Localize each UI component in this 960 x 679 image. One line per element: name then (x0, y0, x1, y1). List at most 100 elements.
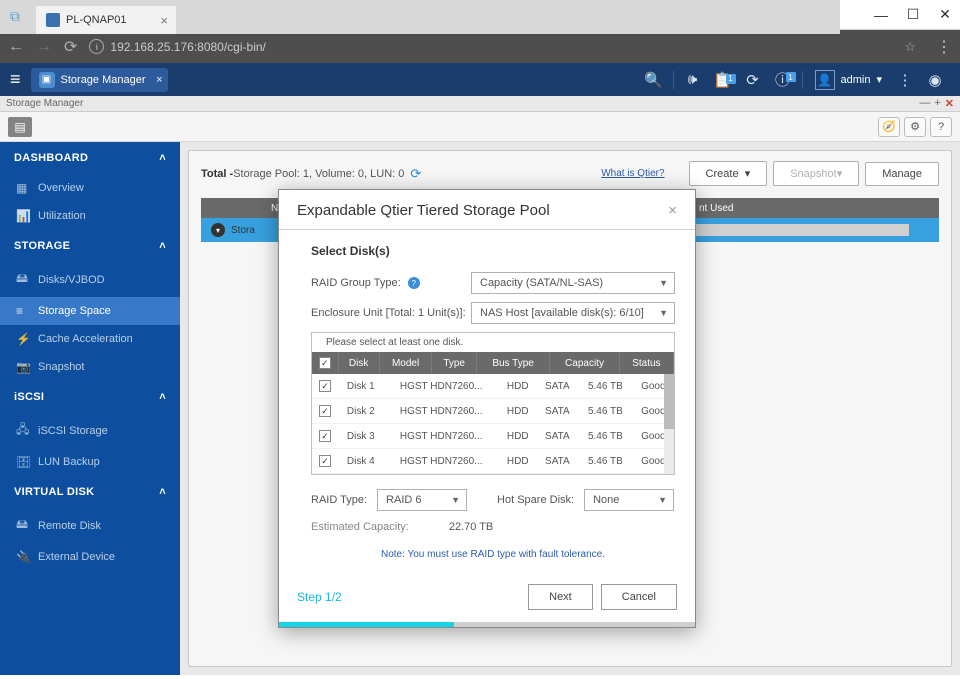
sidebar-item-lun-backup[interactable]: 🗄LUN Backup (0, 448, 180, 476)
dropdown-arrow-icon: ▼ (658, 495, 667, 505)
devices-icon[interactable]: ⟳ (738, 71, 768, 89)
est-label: Estimated Capacity: (311, 521, 409, 533)
sidebar-item-snapshot[interactable]: 📷Snapshot (0, 353, 180, 381)
disk-checkbox[interactable]: ✓ (319, 380, 331, 392)
browser-address-field[interactable]: i 192.168.25.176:8080/cgi-bin/ (89, 39, 892, 54)
est-value: 22.70 TB (449, 521, 493, 533)
main-menu-icon[interactable]: ≡ (10, 69, 21, 90)
disk-row[interactable]: ✓Disk 1HGST HDN7260...HDDSATA5.46 TBGood (312, 374, 674, 399)
modal-header: Expandable Qtier Tiered Storage Pool × (279, 190, 695, 230)
raid-type-select[interactable]: RAID 6 ▼ (377, 489, 467, 511)
sidebar-item-remote-disk[interactable]: 🖴Remote Disk (0, 508, 180, 543)
col-type: Type (432, 352, 477, 374)
volume-icon[interactable]: 🕪 (678, 71, 708, 88)
lun-icon: 🗄 (16, 455, 30, 469)
snapshot-button[interactable]: Snapshot▾ (773, 161, 859, 186)
notifications-icon[interactable]: ⓘ1 (768, 69, 798, 90)
sidebar-section-dashboard[interactable]: DASHBOARD ˄ (0, 142, 180, 174)
tab-close-icon[interactable]: × (160, 13, 168, 28)
col-used: nt Used (689, 203, 939, 214)
disk-capacity: 5.46 TB (578, 399, 633, 424)
manage-button[interactable]: Manage (865, 162, 939, 186)
sidebar-item-iscsi-storage[interactable]: 🖧iSCSI Storage (0, 413, 180, 448)
app-tab-storage-manager[interactable]: ▣ Storage Manager × (31, 68, 168, 92)
disk-row[interactable]: ✓Disk 3HGST HDN7260...HDDSATA5.46 TBGood (312, 424, 674, 449)
select-value: None (593, 494, 619, 506)
sidebar-item-utilization[interactable]: 📊Utilization (0, 202, 180, 230)
disk-row[interactable]: ✓Disk 2HGST HDN7260...HDDSATA5.46 TBGood (312, 399, 674, 424)
sidebar-section-iscsi[interactable]: iSCSI ˄ (0, 381, 180, 413)
disk-checkbox[interactable]: ✓ (319, 405, 331, 417)
browser-forward-button[interactable]: → (36, 38, 52, 56)
hot-spare-select[interactable]: None ▼ (584, 489, 674, 511)
scrollbar-track[interactable] (664, 374, 674, 474)
qtier-help-link[interactable]: What is Qtier? (601, 168, 664, 179)
enclosure-select[interactable]: NAS Host [available disk(s): 6/10] ▼ (471, 302, 675, 324)
chevron-up-icon: ˄ (159, 152, 166, 164)
create-button[interactable]: Create ▾ (689, 161, 768, 186)
disk-table: ✓ Disk Model Type Bus Type Capacity Stat… (312, 352, 674, 374)
browser-tab[interactable]: PL-QNAP01 × (36, 6, 176, 34)
col-model: Model (379, 352, 432, 374)
more-icon[interactable]: ⋮ (890, 71, 920, 89)
disk-checkbox[interactable]: ✓ (319, 430, 331, 442)
tasks-icon[interactable]: 📋1 (708, 71, 738, 89)
toolbar-view-icon[interactable]: ▤ (8, 117, 32, 137)
refresh-icon[interactable]: ⟳ (410, 166, 421, 182)
sidebar-section-virtual[interactable]: VIRTUAL DISK ˄ (0, 476, 180, 508)
toolbar-settings-icon[interactable]: ⚙ (904, 117, 926, 137)
estimated-capacity-row: Estimated Capacity: 22.70 TB (311, 521, 675, 533)
os-minimize-button[interactable]: — (874, 8, 888, 22)
user-menu[interactable]: 👤 admin ▾ (807, 70, 891, 90)
disk-bus: SATA (537, 424, 579, 449)
browser-reload-button[interactable]: ⟳ (64, 37, 77, 57)
app-close-button[interactable]: ✕ (945, 97, 954, 110)
os-close-button[interactable]: ✕ (938, 8, 952, 22)
toolbar-wizard-icon[interactable]: 🧭 (878, 117, 900, 137)
browser-back-button[interactable]: ← (8, 38, 24, 56)
sidebar-section-label: DASHBOARD (14, 152, 88, 164)
col-bus: Bus Type (476, 352, 549, 374)
cancel-button[interactable]: Cancel (601, 584, 677, 610)
app-tab-close-icon[interactable]: × (156, 74, 162, 86)
disk-bus: SATA (537, 399, 579, 424)
bookmark-star-icon[interactable]: ☆ (904, 39, 916, 55)
help-icon[interactable]: ? (408, 277, 420, 289)
disk-capacity: 5.46 TB (578, 449, 633, 474)
select-value: NAS Host [available disk(s): 6/10] (480, 307, 644, 319)
site-info-icon[interactable]: i (89, 39, 104, 54)
sidebar-item-overview[interactable]: ▦Overview (0, 174, 180, 202)
app-window-header: Storage Manager — + ✕ (0, 96, 960, 112)
search-icon[interactable]: 🔍 (639, 71, 669, 89)
disk-model: HGST HDN7260... (384, 424, 499, 449)
col-status: Status (619, 352, 673, 374)
tab-title: PL-QNAP01 (66, 14, 127, 26)
fault-tolerance-note: Note: You must use RAID type with fault … (311, 549, 675, 560)
sidebar-item-disks[interactable]: 🖴Disks/VJBOD (0, 262, 180, 297)
col-checkbox[interactable]: ✓ (312, 352, 338, 374)
select-disks-heading: Select Disk(s) (311, 244, 675, 258)
sidebar-section-storage[interactable]: STORAGE ˄ (0, 230, 180, 262)
next-button[interactable]: Next (528, 584, 593, 610)
toolbar-help-icon[interactable]: ? (930, 117, 952, 137)
disk-bus: SATA (537, 374, 579, 399)
sidebar-item-storage-space[interactable]: ≡Storage Space (0, 297, 180, 325)
expand-icon[interactable]: ▾ (211, 223, 225, 237)
app-max-button[interactable]: + (934, 97, 940, 110)
dashboard-gauge-icon[interactable]: ◉ (920, 71, 950, 89)
browser-menu-icon[interactable]: ⋮ (936, 37, 952, 57)
raid-group-type-select[interactable]: Capacity (SATA/NL-SAS) ▼ (471, 272, 675, 294)
raid-type-label: RAID Type: (311, 494, 367, 506)
raid-group-type-label: RAID Group Type: ? (311, 277, 471, 290)
modal-close-icon[interactable]: × (668, 202, 677, 219)
disk-type: HDD (499, 449, 537, 474)
scrollbar-thumb[interactable] (664, 374, 674, 429)
disk-checkbox[interactable]: ✓ (319, 455, 331, 467)
sidebar-item-cache[interactable]: ⚡Cache Acceleration (0, 325, 180, 353)
os-maximize-button[interactable]: ☐ (906, 8, 920, 22)
disk-table-body-scroll[interactable]: ✓Disk 1HGST HDN7260...HDDSATA5.46 TBGood… (312, 374, 674, 474)
sidebar-item-external-device[interactable]: 🔌External Device (0, 543, 180, 571)
sidebar-item-label: Disks/VJBOD (38, 274, 105, 286)
app-min-button[interactable]: — (919, 97, 930, 110)
disk-row[interactable]: ✓Disk 4HGST HDN7260...HDDSATA5.46 TBGood (312, 449, 674, 474)
